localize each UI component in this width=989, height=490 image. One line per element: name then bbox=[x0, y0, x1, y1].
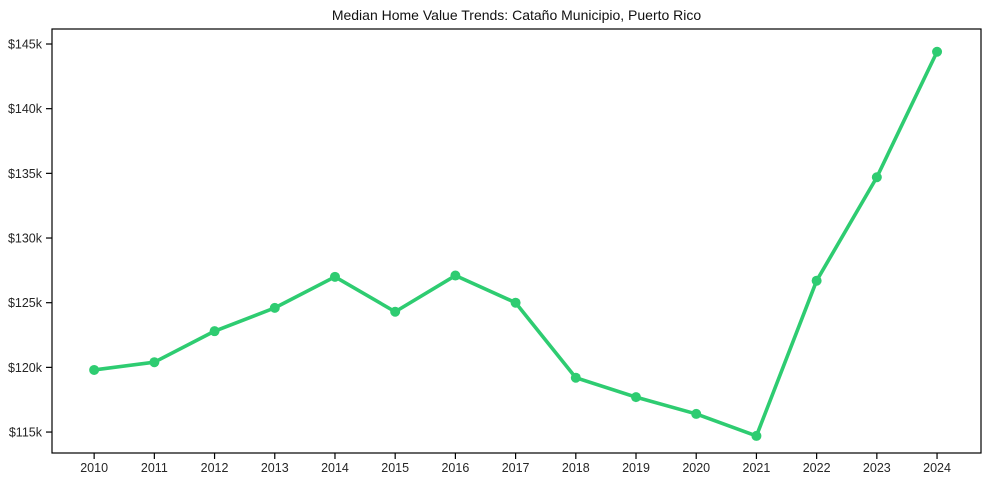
x-tick-label: 2024 bbox=[923, 461, 951, 475]
x-tick-label: 2016 bbox=[441, 461, 469, 475]
y-tick-label: $125k bbox=[8, 296, 43, 310]
x-tick-label: 2010 bbox=[80, 461, 108, 475]
y-tick-label: $130k bbox=[8, 232, 43, 246]
data-point bbox=[269, 302, 280, 313]
data-point bbox=[932, 46, 943, 57]
y-tick-label: $140k bbox=[8, 102, 43, 116]
data-point bbox=[751, 430, 762, 441]
data-point bbox=[691, 408, 702, 419]
data-point bbox=[209, 326, 220, 337]
data-point bbox=[631, 392, 642, 403]
x-tick-label: 2013 bbox=[261, 461, 289, 475]
y-tick-label: $145k bbox=[8, 38, 43, 52]
x-tick-label: 2020 bbox=[682, 461, 710, 475]
data-point bbox=[390, 306, 401, 317]
data-point bbox=[329, 271, 340, 282]
data-point bbox=[450, 270, 461, 281]
x-tick-label: 2012 bbox=[201, 461, 229, 475]
x-tick-label: 2022 bbox=[803, 461, 831, 475]
data-point bbox=[149, 357, 160, 368]
data-point bbox=[811, 275, 822, 286]
plot-layer bbox=[89, 46, 943, 441]
x-tick-label: 2011 bbox=[141, 461, 168, 475]
chart-title: Median Home Value Trends: Cataño Municip… bbox=[332, 7, 702, 23]
x-tick-label: 2017 bbox=[502, 461, 530, 475]
x-tick-label: 2021 bbox=[743, 461, 771, 475]
axes-layer: $115k $120k $125k $130k $135k $140k $145k 2010 2… bbox=[8, 28, 982, 475]
x-tick-label: 2014 bbox=[321, 461, 349, 475]
x-tick-label: 2015 bbox=[381, 461, 409, 475]
data-point bbox=[510, 297, 521, 308]
x-tick-label: 2018 bbox=[562, 461, 590, 475]
trend-line bbox=[92, 49, 939, 438]
y-tick-label: $120k bbox=[8, 361, 43, 375]
y-tick-label: $135k bbox=[8, 167, 43, 181]
data-point bbox=[871, 172, 882, 183]
data-point bbox=[570, 372, 581, 383]
plot-border bbox=[51, 28, 982, 454]
data-point bbox=[89, 364, 100, 375]
x-tick-label: 2023 bbox=[863, 461, 891, 475]
y-tick-label: $115k bbox=[9, 426, 43, 440]
x-tick-label: 2019 bbox=[622, 461, 650, 475]
